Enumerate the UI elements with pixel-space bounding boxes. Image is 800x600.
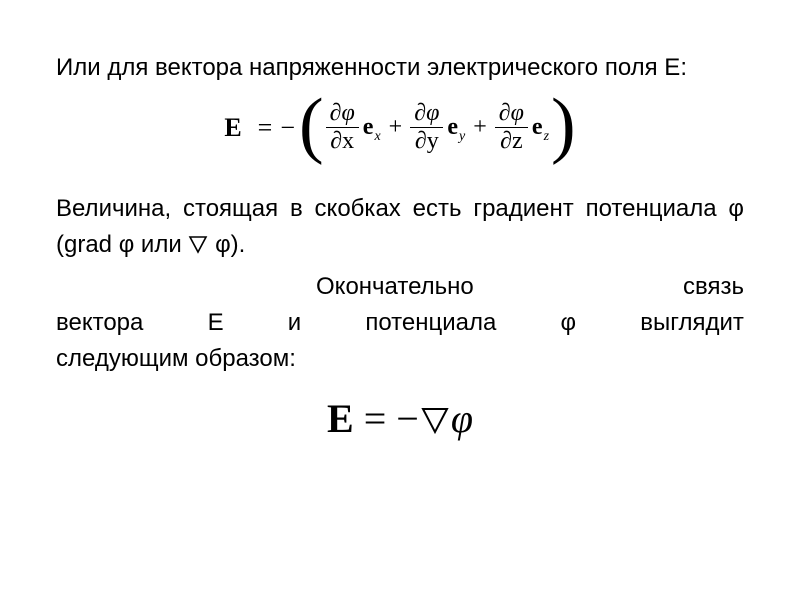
- eq1-lparen: (: [299, 92, 324, 159]
- paragraph-2: Окончательно связь вектора Е и потенциал…: [56, 269, 744, 377]
- p2-w2: Е: [208, 305, 224, 341]
- eq2-phi: φ: [451, 396, 473, 441]
- eq1-rparen: ): [551, 92, 576, 159]
- eq1-plus-2: +: [473, 114, 487, 141]
- p2-last: следующим образом:: [56, 341, 744, 377]
- p2-w5: φ: [561, 305, 577, 341]
- para1-text-b: φ).: [208, 231, 245, 258]
- p2-w4: потенциала: [365, 305, 496, 341]
- p2-word-lead2: связь: [683, 269, 744, 305]
- slide: Или для вектора напряженности электричес…: [0, 0, 800, 600]
- p2-w6: выглядит: [640, 305, 744, 341]
- eq1-evec-2: ey: [447, 114, 465, 141]
- paragraph-1: Величина, стоящая в скобках есть градиен…: [56, 191, 744, 265]
- title-text: Или для вектора напряженности электричес…: [84, 52, 744, 84]
- eq2-equals: =: [354, 396, 397, 441]
- eq1-minus: −: [280, 113, 295, 143]
- eq1-evec-3: ez: [532, 114, 549, 141]
- equation-2: E = −φ: [56, 395, 744, 442]
- eq1-plus-1: +: [389, 114, 403, 141]
- eq2-minus: −: [396, 396, 419, 441]
- eq1-equals: =: [258, 113, 273, 143]
- eq1-frac-2: ∂φ ∂y: [410, 101, 443, 154]
- eq2-lhs: E: [327, 396, 354, 441]
- eq1-terms: ∂φ ∂x ex + ∂φ ∂y ey + ∂φ ∂z: [324, 101, 551, 154]
- para1-text-a: Величина, стоящая в скобках есть градиен…: [56, 195, 744, 258]
- p2-word-lead: Окончательно: [56, 269, 474, 305]
- nabla-icon: [188, 229, 208, 265]
- eq1-evec-1: ex: [363, 114, 381, 141]
- eq1-frac-3: ∂φ ∂z: [495, 101, 528, 154]
- eq1-lhs: E: [224, 113, 241, 143]
- p2-w1: вектора: [56, 305, 143, 341]
- equation-1: E = − ( ∂φ ∂x ex + ∂φ ∂y ey: [56, 94, 744, 161]
- eq1-frac-1: ∂φ ∂x: [326, 101, 359, 154]
- nabla-icon-large: [419, 396, 451, 441]
- p2-w3: и: [288, 305, 301, 341]
